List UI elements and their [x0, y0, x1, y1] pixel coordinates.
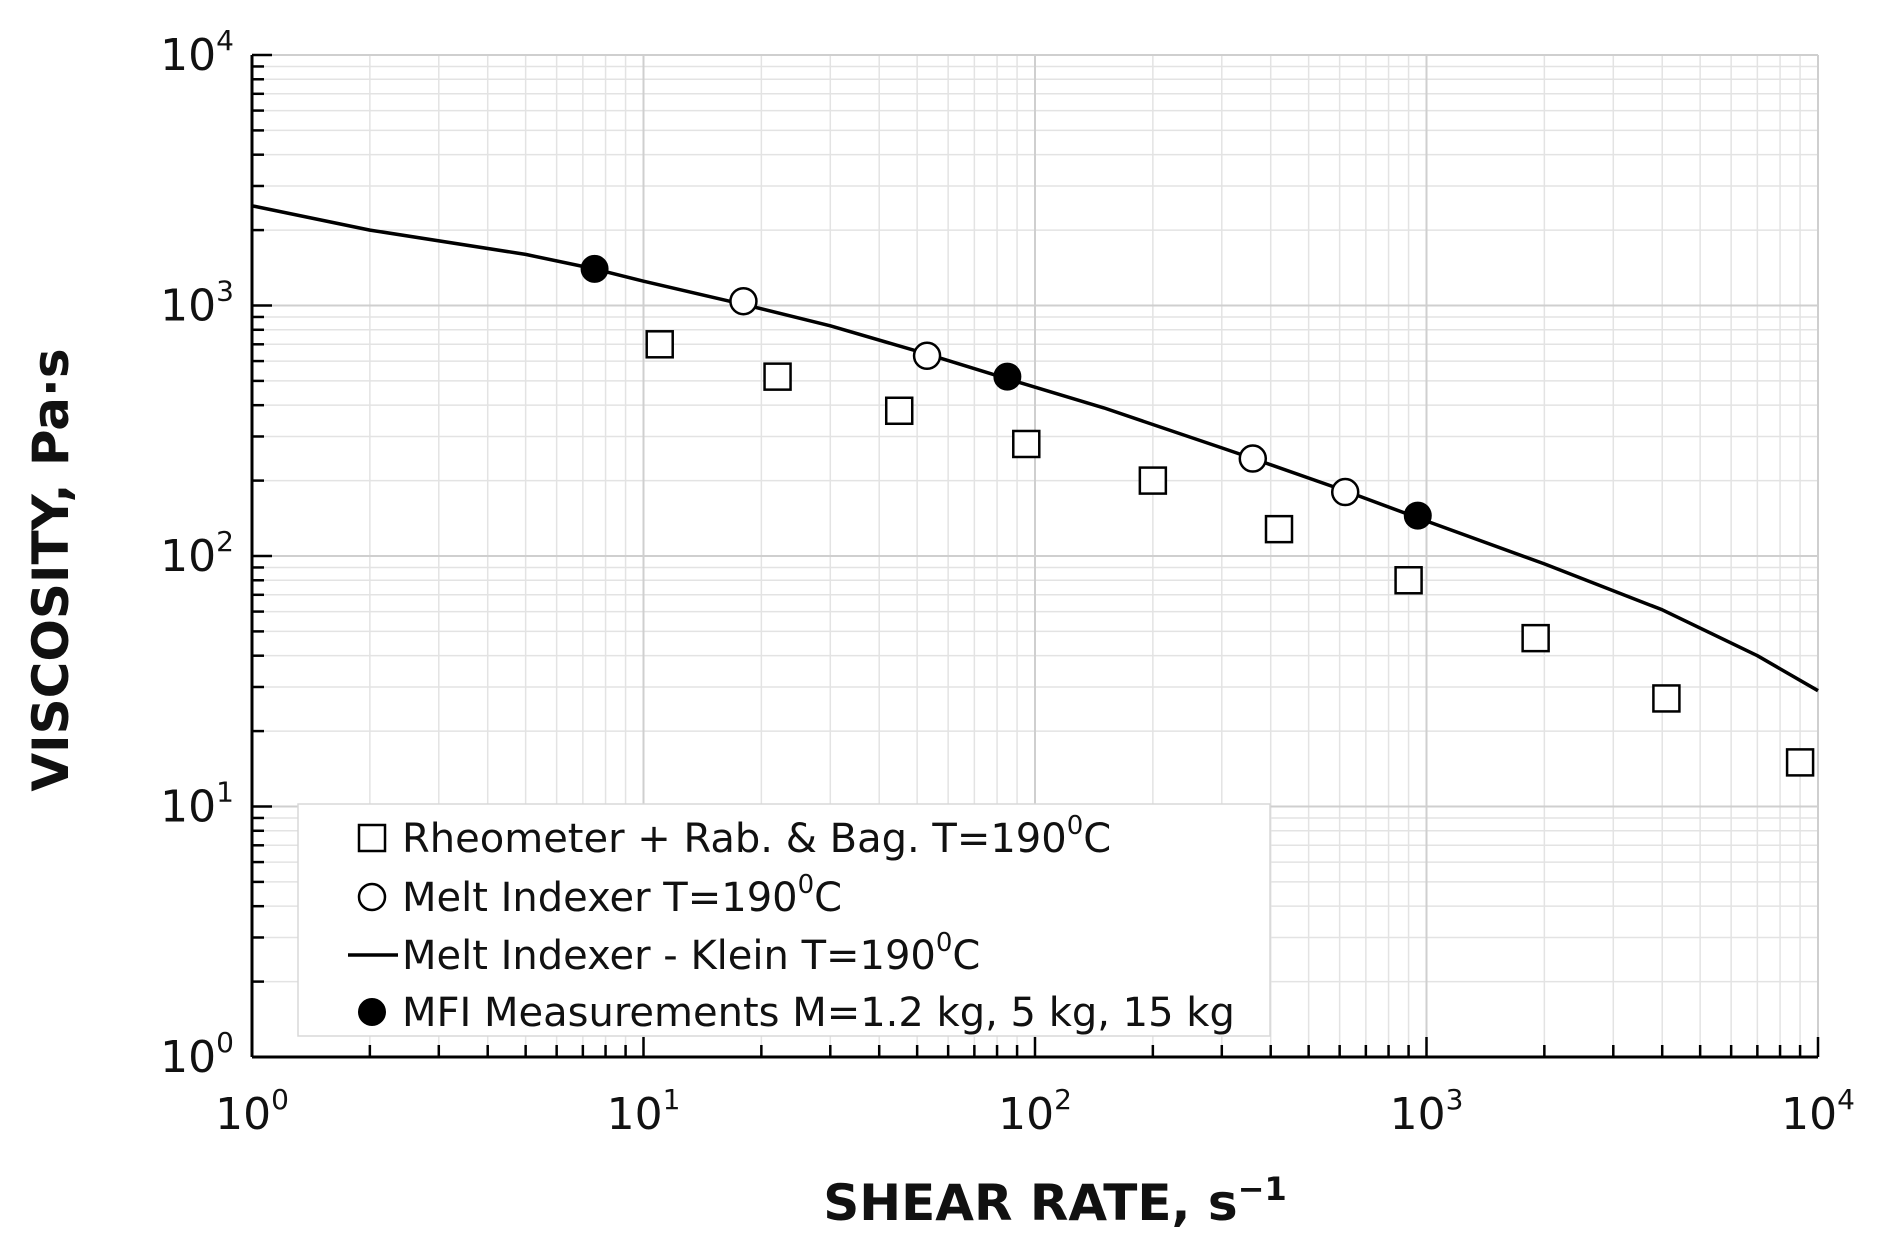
series-melt-indexer	[729, 286, 1360, 507]
legend-label: Melt Indexer T=1900C	[402, 870, 842, 921]
y-tick-label: 103	[160, 275, 234, 332]
legend-label: Melt Indexer - Klein T=1900C	[402, 928, 980, 979]
x-tick-label: 101	[607, 1083, 681, 1140]
data-point	[580, 254, 609, 283]
data-point	[1394, 566, 1423, 595]
data-point	[993, 362, 1022, 391]
y-tick-label: 104	[160, 24, 234, 81]
series-rheometer	[645, 330, 1815, 777]
data-point	[1264, 514, 1294, 544]
y-tick-label: 100	[160, 1026, 234, 1083]
x-axis-title: SHEAR RATE, s−1	[823, 1170, 1286, 1232]
legend-box	[297, 803, 1271, 1037]
data-point	[763, 362, 792, 391]
legend-box-layer	[297, 803, 1271, 1037]
y-axis-title: VISCOSITY, Pa·s	[22, 348, 80, 791]
x-axis-title-main: SHEAR RATE, s	[823, 1174, 1237, 1232]
legend-entry-klein-model: Melt Indexer - Klein T=1900C	[348, 928, 980, 979]
legend-entry-rheometer: Rheometer + Rab. & Bag. T=1900C	[357, 811, 1111, 862]
legend-marker	[357, 823, 387, 853]
legend: Rheometer + Rab. & Bag. T=1900C Melt Inde…	[348, 811, 1235, 1036]
data-point	[1138, 466, 1168, 495]
x-tick-label: 103	[1390, 1083, 1464, 1140]
data-point	[1330, 477, 1360, 507]
data-point	[1652, 684, 1681, 713]
legend-label: Rheometer + Rab. & Bag. T=1900C	[402, 811, 1111, 862]
data-point	[912, 341, 942, 371]
legend-entry-melt-indexer: Melt Indexer T=1900C	[357, 870, 842, 921]
x-tick-label: 104	[1781, 1083, 1855, 1140]
data-point	[884, 396, 914, 426]
x-tick-label: 100	[215, 1083, 289, 1140]
legend-marker	[358, 998, 386, 1026]
data-point	[1785, 748, 1815, 777]
series-layer	[251, 204, 1819, 777]
data-point	[1521, 623, 1550, 653]
data-point	[1012, 429, 1041, 459]
legend-marker	[357, 882, 387, 912]
x-axis-title-sup: −1	[1238, 1170, 1287, 1208]
legend-entry-mfi-measurements: MFI Measurements M=1.2 kg, 5 kg, 15 kg	[358, 990, 1235, 1036]
y-tick-labels: 100 101 102 103 104	[160, 24, 234, 1083]
series-mfi-measurements	[580, 254, 1432, 530]
data-point	[1403, 501, 1432, 530]
y-tick-label: 102	[160, 525, 234, 582]
legend-label: MFI Measurements M=1.2 kg, 5 kg, 15 kg	[402, 990, 1235, 1036]
axis-ticks	[250, 53, 1820, 1059]
data-point	[729, 286, 758, 316]
x-tick-labels: 100 101 102 103 104	[215, 1083, 1855, 1140]
y-tick-label: 101	[160, 776, 234, 833]
x-tick-label: 102	[998, 1083, 1072, 1140]
data-point	[645, 330, 674, 359]
data-point	[1238, 444, 1268, 473]
